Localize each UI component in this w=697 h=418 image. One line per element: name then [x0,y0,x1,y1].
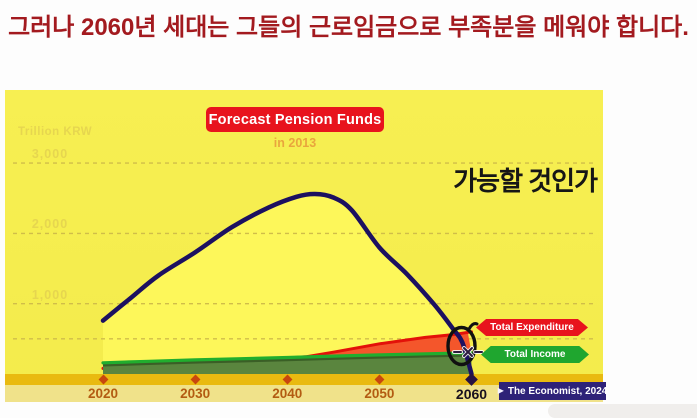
play-triangle-icon: ▶ [497,386,504,395]
x-tick-label-2030: 2030 [180,386,211,401]
overlay-question-text: 가능할 것인가 [453,166,598,196]
x-axis-label-strip [5,385,603,402]
x-tick-label-2020: 2020 [87,386,119,401]
chart-plot [13,162,595,377]
y-tick-label-3000: 3,000 [31,147,69,162]
y-axis-unit-label: Trillion KRW [18,126,93,138]
x-tick-label-2050: 2050 [364,386,395,401]
x-tick-label-2040: 2040 [272,386,303,401]
chart-subtitle: in 2013 [273,136,317,150]
chart-title-badge: Forecast Pension Funds [206,107,384,132]
source-attribution-badge: ▶ The Economist, 2024 [497,382,608,400]
legend-total-income: Total Income [481,346,589,363]
x-tick-label-2060: 2060 [455,386,488,402]
y-tick-label-1000: 1,000 [31,287,69,302]
player-ui-artifact [548,404,697,418]
headline: 그러나 2060년 세대는 그들의 근로임금으로 부족분을 메워야 합니다. [8,14,689,41]
legend-total-expenditure: Total Expenditure [476,319,588,336]
pension-forecast-chart: Forecast Pension Funds in 2013 Trillion … [5,90,608,402]
source-attribution-label: The Economist, 2024 [507,385,608,397]
y-tick-label-2000: 2,000 [31,217,69,232]
x-axis-band [5,374,603,385]
